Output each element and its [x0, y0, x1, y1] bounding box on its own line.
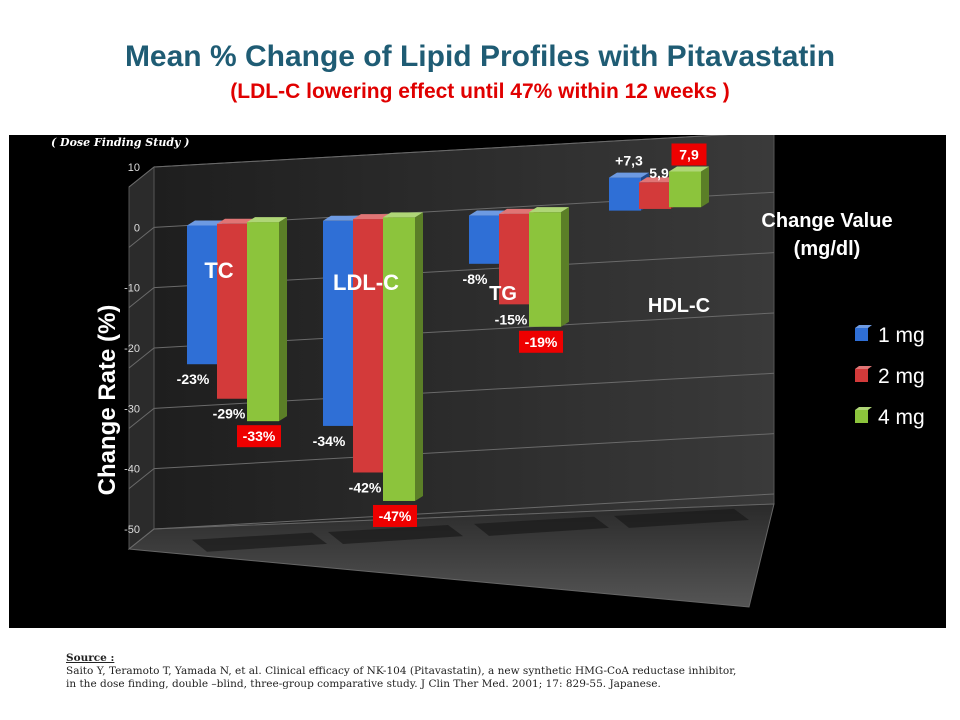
- legend-swatch-top: [855, 325, 872, 328]
- bar-front: [217, 223, 249, 399]
- data-label: -15%: [495, 311, 528, 327]
- legend-swatch: [855, 410, 868, 423]
- gridline: [128, 166, 155, 188]
- source-citation: Source : Saito Y, Teramoto T, Yamada N, …: [66, 652, 926, 691]
- slide-subtitle: (LDL-C lowering effect until 47% within …: [230, 80, 730, 103]
- y-tick-label: -50: [124, 524, 140, 536]
- bar-side: [415, 212, 423, 501]
- gridline: [153, 433, 775, 470]
- bar-front: [499, 213, 531, 305]
- data-label: 7,9: [679, 146, 699, 162]
- floor-shadow: [328, 524, 463, 545]
- data-label-highlight-box: [373, 504, 417, 527]
- bar-side: [701, 166, 709, 208]
- gridline: [128, 468, 155, 490]
- data-label: -47%: [379, 508, 412, 524]
- legend-swatch-top: [855, 407, 872, 410]
- bar-front: [639, 182, 671, 209]
- bar-top: [247, 217, 287, 223]
- bar-hdlc-4mg: [669, 166, 709, 208]
- source-line-1: Saito Y, Teramoto T, Yamada N, et al. Cl…: [66, 665, 737, 677]
- bar-ldlc-4mg: [383, 212, 423, 501]
- bar-front: [609, 177, 641, 211]
- data-label: +7,3: [615, 153, 643, 169]
- bar-top: [609, 172, 649, 178]
- legend-swatch: [855, 328, 868, 341]
- bar-side: [561, 207, 569, 327]
- gridline: [153, 135, 730, 168]
- legend-item: 4 mg: [855, 406, 925, 429]
- legend-item: 2 mg: [855, 365, 925, 388]
- data-label-highlight-box: [237, 425, 281, 448]
- hdl-note-line1: Change Value: [761, 210, 892, 232]
- bar-front: [323, 220, 355, 426]
- gridline: [128, 528, 155, 550]
- category-label: TG: [489, 283, 517, 305]
- data-label: -19%: [525, 334, 558, 350]
- data-label: -33%: [243, 428, 276, 444]
- bar-top: [383, 212, 423, 218]
- bar-front: [529, 212, 561, 327]
- bar-tc-4mg: [247, 217, 287, 422]
- bar-front: [383, 217, 415, 501]
- bar-front: [247, 222, 279, 422]
- hdl-note-line2: (mg/dl): [794, 238, 861, 260]
- gridline: [128, 347, 155, 369]
- bar-front: [669, 171, 701, 208]
- data-label: -42%: [349, 479, 382, 495]
- legend-item: 1 mg: [855, 324, 925, 347]
- y-tick-label: -10: [124, 283, 140, 295]
- floor-shadow: [192, 532, 327, 552]
- legend-label: 2 mg: [878, 365, 925, 388]
- floor-shadow: [474, 516, 609, 536]
- chart-panel: 10 0 -10 -20 -30 -40 -50 -23% -29% -33% -34% -42% -4…: [9, 135, 946, 628]
- source-heading: Source :: [66, 652, 115, 664]
- data-label-highlight-box: [671, 143, 707, 166]
- data-label: -34%: [313, 433, 346, 449]
- y-tick-label: -30: [124, 403, 140, 415]
- floor-shadow: [614, 508, 749, 528]
- bar-top: [669, 166, 709, 172]
- y-tick-label: -20: [124, 343, 140, 355]
- legend-swatch: [855, 369, 868, 382]
- y-axis-title: Change Rate (%): [94, 305, 121, 496]
- category-label: TC: [204, 258, 233, 283]
- y-tick-label: -40: [124, 464, 140, 476]
- data-label: -23%: [177, 371, 210, 387]
- dose-finding-note: ( Dose Finding Study ): [51, 136, 189, 149]
- data-label-highlight-box: [519, 330, 563, 353]
- slide-title: Mean % Change of Lipid Profiles with Pit…: [124, 40, 836, 73]
- bar-front: [469, 215, 501, 264]
- category-label: HDL-C: [648, 295, 710, 317]
- category-label: LDL-C: [333, 270, 399, 295]
- bar-top: [529, 207, 569, 213]
- legend-label: 1 mg: [878, 324, 925, 347]
- gridline: [128, 226, 155, 248]
- lipid-change-chart: 10 0 -10 -20 -30 -40 -50 -23% -29% -33% -34% -42% -4…: [51, 135, 925, 608]
- y-tick-label: 0: [134, 222, 140, 234]
- legend-label: 4 mg: [878, 406, 925, 429]
- bar-tg-4mg: [529, 207, 569, 327]
- bar-side: [279, 217, 287, 422]
- gridline: [128, 287, 155, 309]
- data-label: -29%: [213, 406, 246, 422]
- bar-front: [187, 225, 219, 365]
- gridline: [128, 407, 155, 429]
- data-label: 5,9: [649, 165, 669, 181]
- y-tick-label: 10: [128, 162, 140, 174]
- gridline: [153, 493, 775, 530]
- bar-front: [353, 219, 385, 473]
- source-line-2: in the dose finding, double –blind, thre…: [66, 678, 661, 690]
- data-label: -8%: [463, 271, 488, 287]
- legend-swatch-top: [855, 366, 872, 369]
